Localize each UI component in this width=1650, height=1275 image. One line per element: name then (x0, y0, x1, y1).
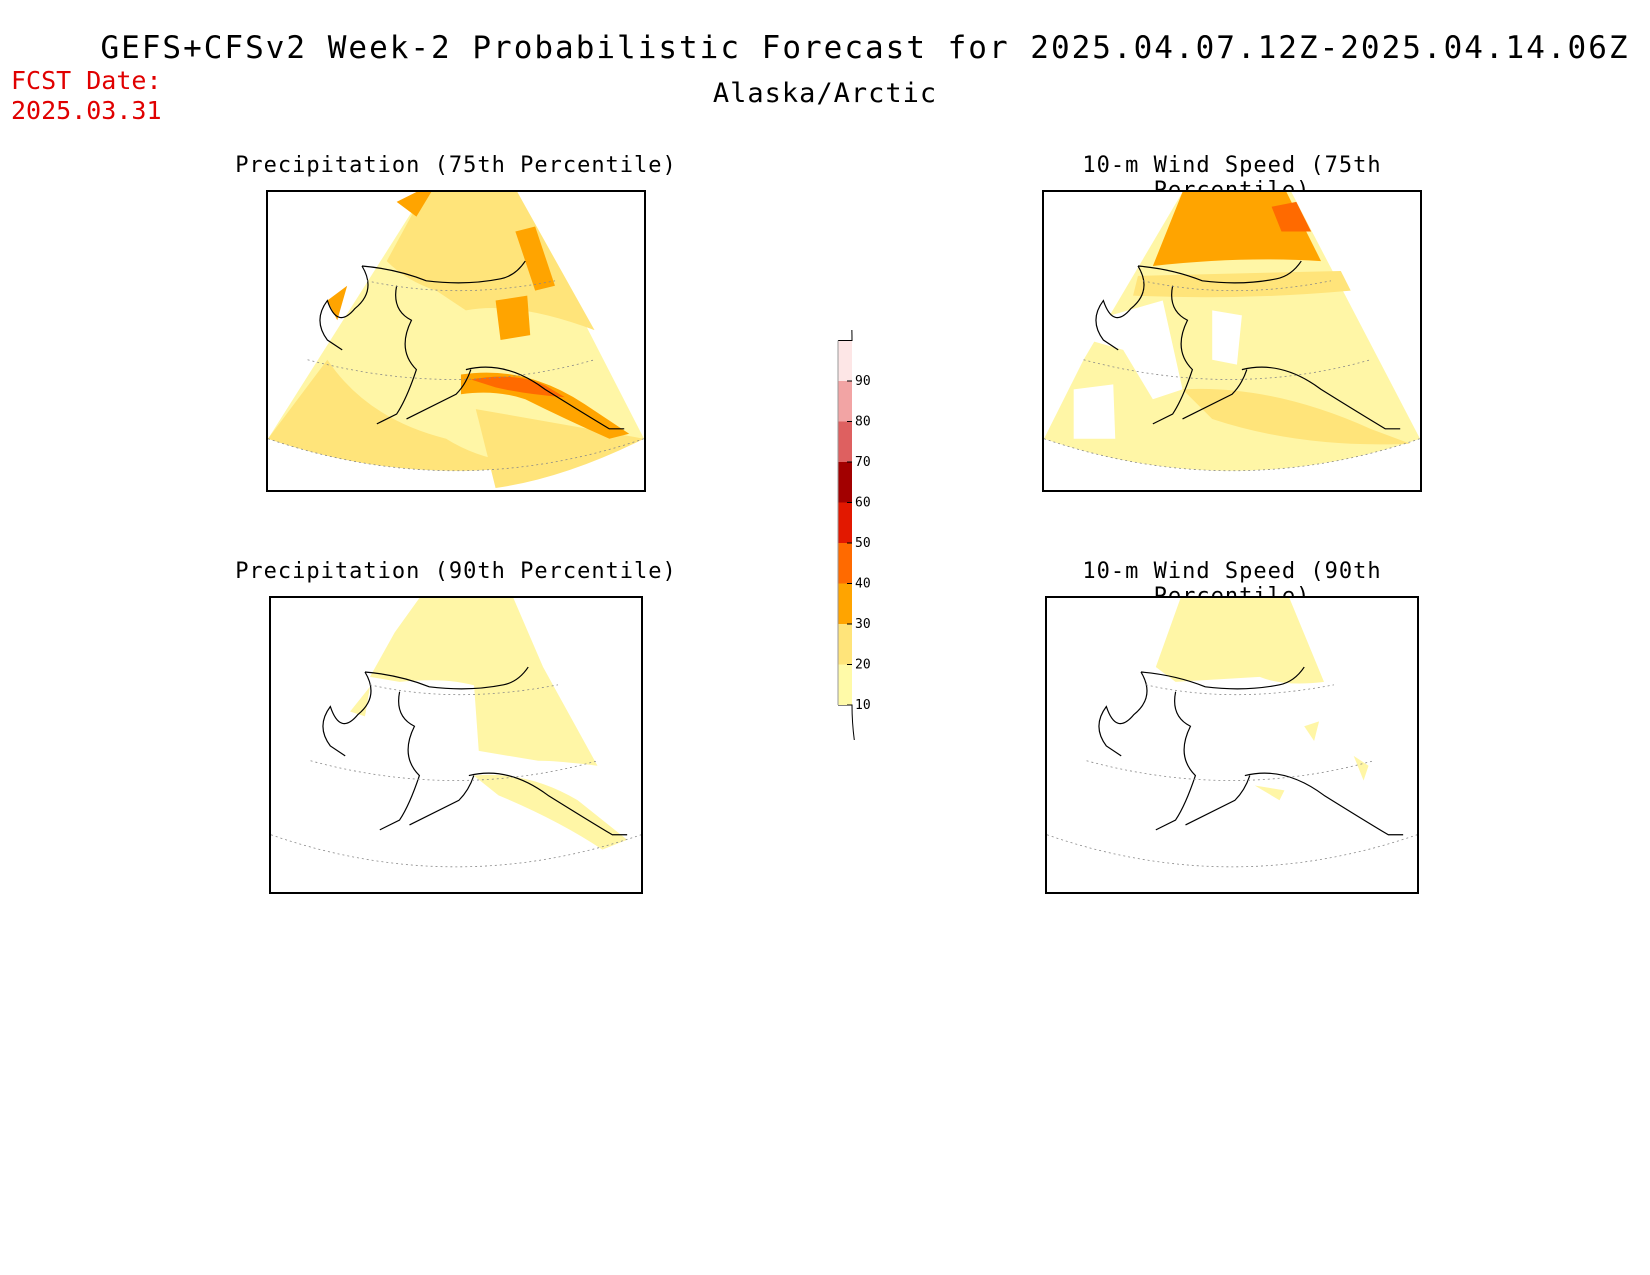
grid (1044, 280, 1420, 472)
field-orange-4 (396, 192, 432, 217)
field-yellow-1 (1133, 270, 1351, 298)
field-yellow-3 (475, 409, 644, 489)
field-yellow-4 (350, 686, 370, 717)
colorbar: 10 20 30 40 50 60 70 80 90 (837, 330, 871, 740)
field-darkorange-1 (470, 376, 565, 398)
field-yellow-4 (1254, 785, 1285, 801)
fcst-date-label: FCST Date: (11, 66, 162, 95)
region-title: Alaska/Arctic (712, 78, 938, 109)
field-darkorange-1 (1271, 201, 1312, 232)
field-orange-3 (515, 226, 555, 291)
field-yellow-2 (473, 667, 598, 766)
colorbar-box-30 (838, 583, 852, 624)
field-yellow-3 (1353, 755, 1369, 781)
field-white-2 (1212, 310, 1242, 365)
colorbar-label-50: 50 (855, 536, 871, 551)
field-white-1 (1088, 300, 1183, 400)
field-orange-2 (495, 295, 531, 341)
field-orange-1 (460, 372, 630, 439)
field-yellow-3 (473, 774, 628, 850)
grid (271, 684, 641, 868)
panel-title-precip-75: Precipitation (75th Percentile) (235, 153, 677, 178)
colorbar-box-20 (838, 624, 852, 665)
grid (268, 280, 644, 472)
colorbar-box-50 (838, 502, 852, 543)
map-precip-90 (269, 596, 643, 894)
colorbar-label-30: 30 (855, 617, 871, 632)
colorbar-label-80: 80 (855, 415, 871, 430)
colorbar-label-10: 10 (855, 698, 871, 713)
coastline (319, 260, 625, 430)
colorbar-box-80 (838, 381, 852, 422)
field-yellow-2 (1182, 388, 1411, 445)
colorbar-upper-wedge (838, 330, 853, 341)
colorbar-label-70: 70 (855, 455, 871, 470)
coastline (1098, 666, 1404, 836)
colorbar-box-90 (838, 340, 852, 381)
field-yellow-1 (1155, 598, 1325, 684)
coastline (1095, 260, 1401, 430)
colorbar-lower-wedge (838, 704, 855, 740)
field-yellow-1 (369, 598, 544, 688)
colorbar-label-60: 60 (855, 496, 871, 511)
field-yellow-2 (268, 359, 644, 471)
colorbar-label-90: 90 (855, 374, 871, 389)
field-orange-5 (327, 285, 348, 321)
colorbar-labels: 10 20 30 40 50 60 70 80 90 (847, 374, 871, 713)
colorbar-box-40 (838, 543, 852, 584)
grid (1047, 684, 1417, 868)
colorbar-label-20: 20 (855, 658, 871, 673)
colorbar-box-60 (838, 462, 852, 503)
field-yellow-1 (386, 192, 595, 331)
panel-title-precip-90: Precipitation (90th Percentile) (235, 559, 677, 584)
map-wind-90 (1045, 596, 1419, 894)
main-title: GEFS+CFSv2 Week-2 Probabilistic Forecast… (100, 30, 1630, 66)
field-white-3 (1073, 384, 1116, 439)
map-wind-75 (1042, 190, 1422, 492)
colorbar-boxes (837, 330, 855, 740)
colorbar-box-70 (838, 421, 852, 462)
colorbar-label-40: 40 (855, 577, 871, 592)
colorbar-box-10 (838, 664, 852, 705)
coastline (322, 666, 628, 836)
field-yellow-2 (1304, 721, 1320, 742)
map-precip-75 (266, 190, 646, 492)
fcst-date-value: 2025.03.31 (11, 96, 162, 125)
